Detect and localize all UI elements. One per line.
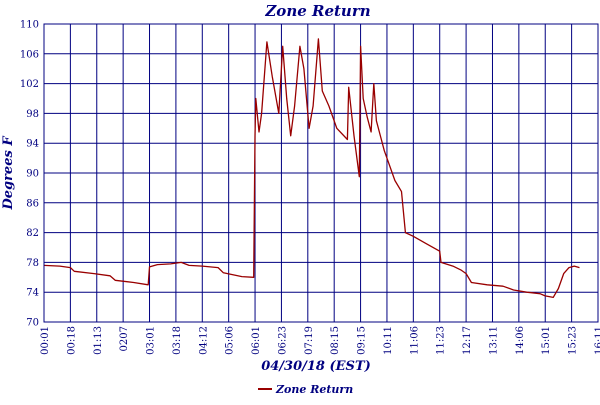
legend-label: Zone Return [275, 383, 353, 396]
chart-title: Zone Return [264, 2, 370, 20]
y-tick-label: 74 [26, 288, 39, 299]
x-tick-label: 08:15 [330, 326, 341, 355]
y-tick-label: 102 [20, 79, 39, 90]
x-tick-label: 16:11 [594, 326, 600, 355]
legend: Zone Return [258, 383, 353, 396]
x-tick-label: 15:23 [568, 326, 579, 355]
x-tick-label: 15:01 [541, 326, 552, 355]
series-layer [43, 38, 580, 299]
y-tick-label: 90 [26, 169, 39, 180]
series-line-zone-return [43, 38, 580, 299]
y-tick-label: 98 [26, 109, 39, 120]
x-tick-label: 00:18 [66, 326, 77, 355]
y-tick-label: 82 [26, 228, 39, 239]
x-tick-label: 10:11 [383, 326, 394, 355]
y-axis-title: Degrees F [1, 136, 16, 211]
y-tick-label: 106 [20, 49, 39, 60]
x-tick-label: 01:13 [93, 326, 104, 355]
x-tick-label: 09:15 [357, 326, 368, 355]
x-tick-label: 14:06 [515, 326, 526, 355]
x-tick-label: 0207 [119, 326, 130, 351]
y-tick-label: 78 [26, 258, 39, 269]
x-tick-label: 00:01 [40, 326, 51, 355]
x-tick-label: 04:12 [198, 326, 209, 355]
x-tick-label: 12:17 [462, 326, 473, 355]
y-tick-labels: 70 74 78 82 86 90 94 98 102 106 110 [20, 20, 39, 329]
y-tick-label: 86 [26, 198, 39, 209]
x-axis-title: 04/30/18 (EST) [261, 359, 371, 374]
y-tick-label: 110 [20, 20, 39, 31]
x-tick-label: 05:06 [225, 326, 236, 355]
x-tick-label: 06:01 [251, 326, 262, 355]
x-tick-label: 13:11 [488, 326, 499, 355]
x-tick-label: 03:01 [146, 326, 157, 355]
plot-frame [43, 23, 599, 323]
x-tick-label: 07:19 [304, 326, 315, 355]
y-tick-label: 70 [26, 318, 39, 329]
x-tick-label: 06:23 [277, 326, 288, 355]
x-tick-label: 11:23 [436, 326, 447, 355]
x-tick-label: 11:06 [409, 326, 420, 355]
y-tick-label: 94 [26, 139, 39, 150]
x-tick-label: 03:18 [172, 326, 183, 355]
x-tick-labels: 00:01 00:18 01:13 0207 03:01 03:18 04:12 05:06 0… [40, 326, 600, 355]
